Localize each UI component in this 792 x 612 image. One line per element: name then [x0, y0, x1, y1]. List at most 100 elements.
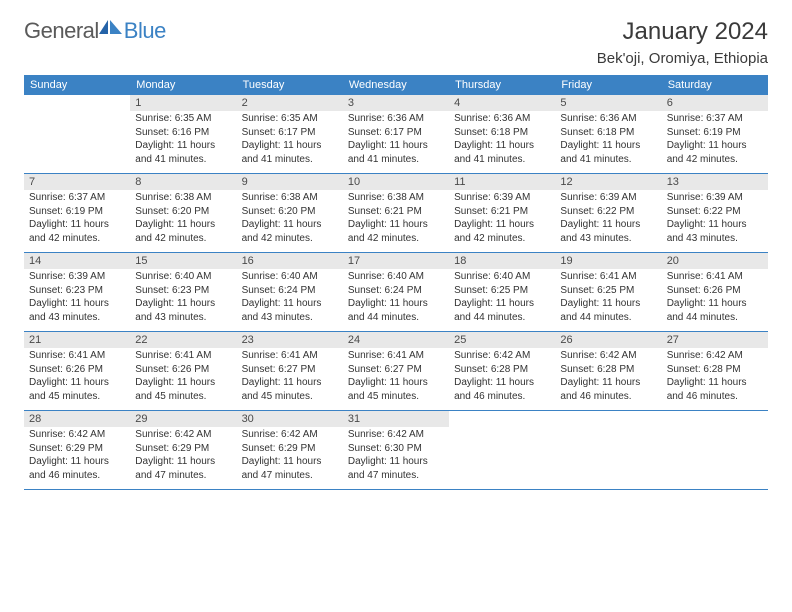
title-block: January 2024 Bek'oji, Oromiya, Ethiopia [597, 18, 768, 67]
calendar-cell: 29Sunrise: 6:42 AMSunset: 6:29 PMDayligh… [130, 411, 236, 490]
day-content: Sunrise: 6:40 AMSunset: 6:24 PMDaylight:… [343, 269, 449, 331]
calendar-cell [662, 411, 768, 490]
calendar-cell: 27Sunrise: 6:42 AMSunset: 6:28 PMDayligh… [662, 332, 768, 411]
day-content: Sunrise: 6:35 AMSunset: 6:17 PMDaylight:… [237, 111, 343, 173]
day-number: 15 [130, 253, 236, 269]
calendar-cell: 10Sunrise: 6:38 AMSunset: 6:21 PMDayligh… [343, 174, 449, 253]
day-number: 12 [555, 174, 661, 190]
logo-text-general: General [24, 18, 99, 44]
day-content: Sunrise: 6:41 AMSunset: 6:27 PMDaylight:… [343, 348, 449, 410]
day-content: Sunrise: 6:42 AMSunset: 6:30 PMDaylight:… [343, 427, 449, 489]
calendar-cell: 21Sunrise: 6:41 AMSunset: 6:26 PMDayligh… [24, 332, 130, 411]
day-number: 19 [555, 253, 661, 269]
calendar-cell: 16Sunrise: 6:40 AMSunset: 6:24 PMDayligh… [237, 253, 343, 332]
calendar-row: 7Sunrise: 6:37 AMSunset: 6:19 PMDaylight… [24, 174, 768, 253]
day-number: 8 [130, 174, 236, 190]
day-content: Sunrise: 6:41 AMSunset: 6:27 PMDaylight:… [237, 348, 343, 410]
calendar-row: 28Sunrise: 6:42 AMSunset: 6:29 PMDayligh… [24, 411, 768, 490]
page-header: General Blue January 2024 Bek'oji, Oromi… [24, 18, 768, 67]
calendar-row: 21Sunrise: 6:41 AMSunset: 6:26 PMDayligh… [24, 332, 768, 411]
day-content: Sunrise: 6:39 AMSunset: 6:21 PMDaylight:… [449, 190, 555, 252]
day-number: 21 [24, 332, 130, 348]
calendar-cell: 17Sunrise: 6:40 AMSunset: 6:24 PMDayligh… [343, 253, 449, 332]
calendar-cell: 19Sunrise: 6:41 AMSunset: 6:25 PMDayligh… [555, 253, 661, 332]
title-location: Bek'oji, Oromiya, Ethiopia [597, 50, 768, 67]
calendar-row: 14Sunrise: 6:39 AMSunset: 6:23 PMDayligh… [24, 253, 768, 332]
day-content: Sunrise: 6:39 AMSunset: 6:22 PMDaylight:… [662, 190, 768, 252]
calendar-cell: 11Sunrise: 6:39 AMSunset: 6:21 PMDayligh… [449, 174, 555, 253]
calendar-cell: 8Sunrise: 6:38 AMSunset: 6:20 PMDaylight… [130, 174, 236, 253]
calendar-cell: 20Sunrise: 6:41 AMSunset: 6:26 PMDayligh… [662, 253, 768, 332]
day-content: Sunrise: 6:39 AMSunset: 6:23 PMDaylight:… [24, 269, 130, 331]
weekday-header: Thursday [449, 75, 555, 95]
calendar-cell: 25Sunrise: 6:42 AMSunset: 6:28 PMDayligh… [449, 332, 555, 411]
day-content: Sunrise: 6:38 AMSunset: 6:20 PMDaylight:… [130, 190, 236, 252]
day-number: 2 [237, 95, 343, 111]
day-number: 11 [449, 174, 555, 190]
day-content: Sunrise: 6:42 AMSunset: 6:29 PMDaylight:… [237, 427, 343, 489]
weekday-header: Saturday [662, 75, 768, 95]
day-content: Sunrise: 6:37 AMSunset: 6:19 PMDaylight:… [662, 111, 768, 173]
calendar-cell: 30Sunrise: 6:42 AMSunset: 6:29 PMDayligh… [237, 411, 343, 490]
calendar-cell: 2Sunrise: 6:35 AMSunset: 6:17 PMDaylight… [237, 95, 343, 174]
calendar-cell: 4Sunrise: 6:36 AMSunset: 6:18 PMDaylight… [449, 95, 555, 174]
calendar-row: 1Sunrise: 6:35 AMSunset: 6:16 PMDaylight… [24, 95, 768, 174]
calendar-cell: 7Sunrise: 6:37 AMSunset: 6:19 PMDaylight… [24, 174, 130, 253]
calendar-cell: 24Sunrise: 6:41 AMSunset: 6:27 PMDayligh… [343, 332, 449, 411]
day-number: 30 [237, 411, 343, 427]
day-number: 18 [449, 253, 555, 269]
day-content: Sunrise: 6:42 AMSunset: 6:29 PMDaylight:… [130, 427, 236, 489]
calendar-cell: 31Sunrise: 6:42 AMSunset: 6:30 PMDayligh… [343, 411, 449, 490]
calendar-cell: 28Sunrise: 6:42 AMSunset: 6:29 PMDayligh… [24, 411, 130, 490]
calendar-cell: 18Sunrise: 6:40 AMSunset: 6:25 PMDayligh… [449, 253, 555, 332]
day-number: 14 [24, 253, 130, 269]
day-content: Sunrise: 6:41 AMSunset: 6:26 PMDaylight:… [662, 269, 768, 331]
day-content: Sunrise: 6:40 AMSunset: 6:25 PMDaylight:… [449, 269, 555, 331]
day-content: Sunrise: 6:41 AMSunset: 6:25 PMDaylight:… [555, 269, 661, 331]
day-number: 3 [343, 95, 449, 111]
day-number: 23 [237, 332, 343, 348]
weekday-header: Friday [555, 75, 661, 95]
day-number: 1 [130, 95, 236, 111]
logo: General Blue [24, 18, 166, 44]
day-number: 4 [449, 95, 555, 111]
calendar-cell: 3Sunrise: 6:36 AMSunset: 6:17 PMDaylight… [343, 95, 449, 174]
day-content: Sunrise: 6:40 AMSunset: 6:24 PMDaylight:… [237, 269, 343, 331]
weekday-header-row: Sunday Monday Tuesday Wednesday Thursday… [24, 75, 768, 95]
calendar-body: 1Sunrise: 6:35 AMSunset: 6:16 PMDaylight… [24, 95, 768, 490]
day-number: 16 [237, 253, 343, 269]
weekday-header: Wednesday [343, 75, 449, 95]
calendar-table: Sunday Monday Tuesday Wednesday Thursday… [24, 75, 768, 490]
day-number: 24 [343, 332, 449, 348]
day-number: 26 [555, 332, 661, 348]
day-content: Sunrise: 6:41 AMSunset: 6:26 PMDaylight:… [130, 348, 236, 410]
day-content: Sunrise: 6:42 AMSunset: 6:28 PMDaylight:… [449, 348, 555, 410]
day-number: 31 [343, 411, 449, 427]
day-content: Sunrise: 6:36 AMSunset: 6:18 PMDaylight:… [449, 111, 555, 173]
calendar-cell [24, 95, 130, 174]
day-content: Sunrise: 6:42 AMSunset: 6:28 PMDaylight:… [555, 348, 661, 410]
day-number: 5 [555, 95, 661, 111]
weekday-header: Monday [130, 75, 236, 95]
calendar-cell: 9Sunrise: 6:38 AMSunset: 6:20 PMDaylight… [237, 174, 343, 253]
day-content: Sunrise: 6:39 AMSunset: 6:22 PMDaylight:… [555, 190, 661, 252]
day-number: 28 [24, 411, 130, 427]
calendar-cell: 13Sunrise: 6:39 AMSunset: 6:22 PMDayligh… [662, 174, 768, 253]
day-number: 6 [662, 95, 768, 111]
day-content: Sunrise: 6:42 AMSunset: 6:28 PMDaylight:… [662, 348, 768, 410]
day-number: 10 [343, 174, 449, 190]
day-number: 20 [662, 253, 768, 269]
logo-text-blue: Blue [110, 18, 166, 44]
calendar-cell [555, 411, 661, 490]
logo-triangle-icon [99, 20, 108, 34]
calendar-cell: 1Sunrise: 6:35 AMSunset: 6:16 PMDaylight… [130, 95, 236, 174]
calendar-cell: 12Sunrise: 6:39 AMSunset: 6:22 PMDayligh… [555, 174, 661, 253]
day-number: 9 [237, 174, 343, 190]
day-content: Sunrise: 6:38 AMSunset: 6:21 PMDaylight:… [343, 190, 449, 252]
calendar-cell: 26Sunrise: 6:42 AMSunset: 6:28 PMDayligh… [555, 332, 661, 411]
day-content: Sunrise: 6:40 AMSunset: 6:23 PMDaylight:… [130, 269, 236, 331]
day-content: Sunrise: 6:36 AMSunset: 6:18 PMDaylight:… [555, 111, 661, 173]
day-content: Sunrise: 6:36 AMSunset: 6:17 PMDaylight:… [343, 111, 449, 173]
calendar-cell: 15Sunrise: 6:40 AMSunset: 6:23 PMDayligh… [130, 253, 236, 332]
day-number: 29 [130, 411, 236, 427]
